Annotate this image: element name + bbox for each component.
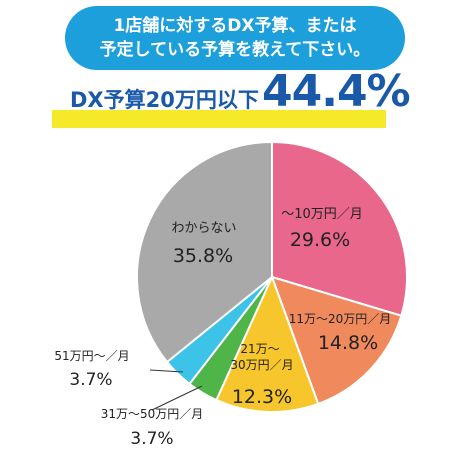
slice-value-2: 14.8% — [318, 332, 378, 354]
leader-line-4 — [151, 385, 203, 411]
question-line-1: 1店舗に対するDX予算、または — [113, 16, 357, 36]
slice-value-4: 3.7% — [130, 429, 173, 449]
headline-value: 44.4% — [262, 66, 411, 117]
pie-slice-1 — [271, 140, 409, 317]
leader-line-5 — [149, 369, 184, 373]
headline-highlight-bar — [52, 110, 386, 128]
slice-label-6: わからない — [171, 221, 236, 236]
question-banner: 1店舗に対するDX予算、または 予定している予算を教えて下さい。 — [65, 6, 405, 70]
pie-slice-3 — [215, 274, 320, 414]
slice-label-5: 51万円～／月 — [54, 349, 129, 363]
slice-value-1: 29.6% — [290, 229, 350, 251]
pie-slice-6 — [136, 140, 273, 364]
slice-value-3: 12.3% — [232, 386, 292, 408]
slice-label-3: 21万～ 30万円／月 — [230, 342, 293, 372]
slice-label-1: ～10万円／月 — [281, 207, 363, 222]
slice-value-5: 3.7% — [69, 370, 112, 390]
question-line-2: 予定している予算を教えて下さい。 — [99, 40, 371, 60]
slice-label-2: 11万～20万円／月 — [289, 312, 392, 326]
headline-label: DX予算20万円以下 — [70, 88, 259, 112]
slice-label-4: 31万～50万円／月 — [101, 407, 204, 421]
slice-value-6: 35.8% — [173, 245, 233, 267]
pie-slice-2 — [270, 275, 403, 406]
